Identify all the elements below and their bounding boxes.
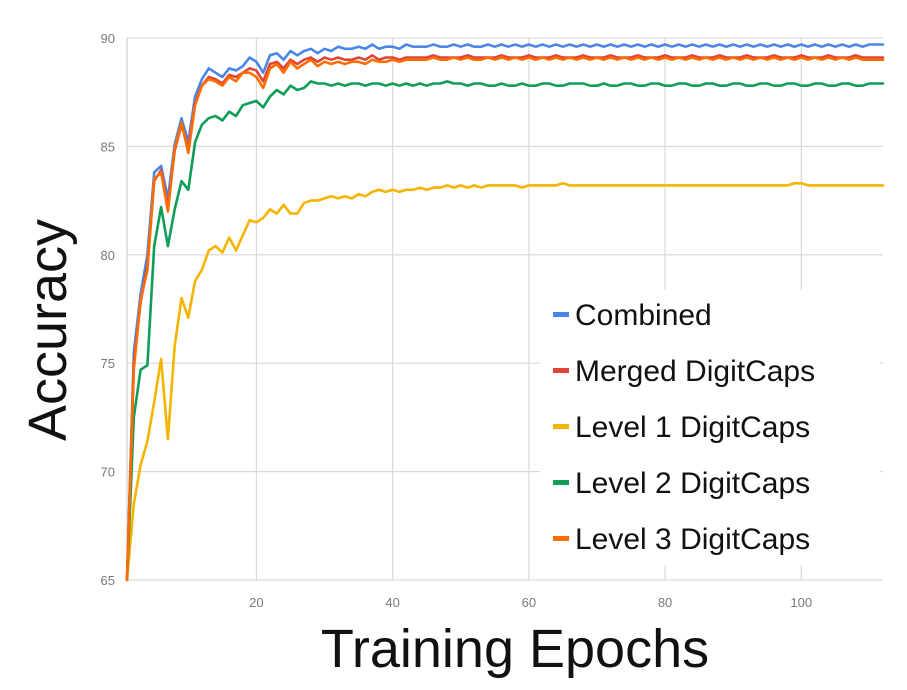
legend-swatch [553,368,569,373]
y-tick-label: 85 [101,139,115,154]
legend-label: Level 2 DigitCaps [575,467,810,500]
x-tick-label: 40 [385,595,399,610]
y-tick-label: 80 [101,248,115,263]
legend-label: Level 1 DigitCaps [575,411,810,444]
x-tick-label: 60 [522,595,536,610]
series-line-5 [125,56,885,582]
legend-swatch [553,312,569,317]
x-tick-label: 100 [790,595,812,610]
legend-label: Combined [575,299,712,332]
axes: 65 70 75 80 85 90 20 40 60 80 100 [101,31,813,610]
x-tick-label: 20 [249,595,263,610]
series-line-3 [125,182,885,582]
series-lines [125,43,885,582]
y-tick-label: 70 [101,465,115,480]
legend-swatch [553,536,569,541]
series-line-4 [125,80,885,582]
legend: Combined Merged DigitCaps Level 1 DigitCap… [553,299,815,556]
legend-background [540,290,880,565]
y-tick-label: 65 [101,573,115,588]
series-line-1 [125,43,885,582]
legend-swatch [553,480,569,485]
legend-label: Level 3 DigitCaps [575,523,810,556]
y-axis-title: Accuracy [18,219,78,441]
y-tick-label: 75 [101,356,115,371]
legend-swatch [553,424,569,429]
y-tick-label: 90 [101,31,115,46]
x-axis-title: Training Epochs [321,619,709,679]
x-tick-label: 80 [658,595,672,610]
legend-label: Merged DigitCaps [575,355,815,388]
